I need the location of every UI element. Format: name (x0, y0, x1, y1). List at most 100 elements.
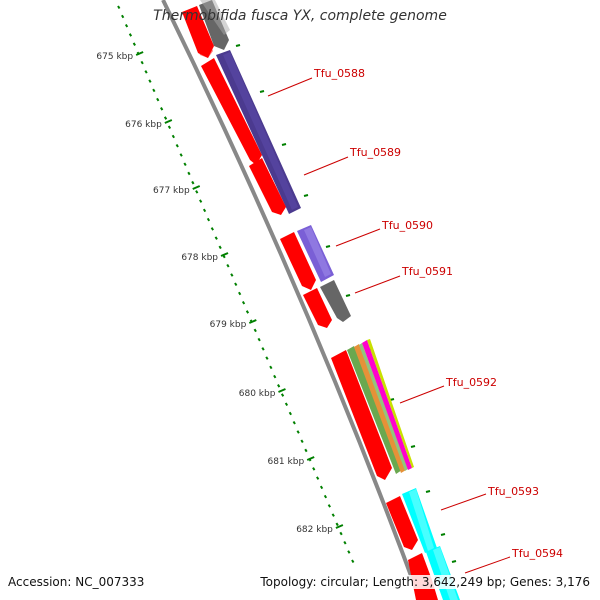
gene-feature-cds (182, 6, 214, 58)
ruler-tick-label: 677 kbp (153, 186, 190, 196)
ruler-minor-tick (327, 504, 331, 508)
gene-feature-cds (386, 496, 418, 550)
ruler-minor-tick (292, 420, 296, 425)
ruler-major-tick (164, 119, 173, 124)
ruler-minor-tick (163, 116, 168, 120)
ruler-minor-tick (144, 70, 148, 74)
ruler-minor-tick (183, 162, 187, 166)
ruler-minor-tick (128, 33, 133, 37)
gene-feature-domain-lime (367, 339, 414, 468)
gene-feature-cds (249, 158, 286, 215)
ruler-minor-tick (140, 60, 144, 65)
gene-label-tfu-0594: Tfu_0594 (511, 547, 563, 560)
ruler-minor-tick (323, 494, 328, 499)
minor-ticks (117, 5, 355, 564)
ruler-minor-tick (280, 393, 285, 397)
ruler-minor-tick (296, 430, 300, 434)
ruler-minor-tick (253, 328, 257, 333)
ruler-tick-label: 678 kbp (181, 253, 218, 263)
ruler-major-tick (306, 456, 315, 461)
gene-leaders (267, 77, 511, 574)
gene-label-tfu-0590: Tfu_0590 (381, 219, 433, 232)
ruler-major-tick (335, 524, 344, 529)
ruler-minor-tick (230, 273, 234, 277)
ruler-minor-tick (265, 356, 269, 360)
ruler-tick-label: 682 kbp (296, 525, 333, 535)
ruler-minor-tick (304, 448, 308, 453)
ruler-minor-tick (226, 264, 230, 268)
ruler-minor-tick (191, 180, 195, 185)
ruler-minor-tick (284, 402, 289, 407)
ruler-minor-tick (206, 217, 211, 222)
ruler-minor-tick (245, 310, 250, 314)
gene-feature-cds (201, 58, 262, 165)
gene-label-tfu-0593: Tfu_0593 (487, 485, 539, 498)
ruler-minor-tick (218, 245, 222, 250)
ruler-minor-tick (234, 282, 238, 287)
ruler-minor-tick (343, 541, 347, 545)
ruler-minor-tick (312, 467, 316, 471)
gene-feature-cds (280, 232, 316, 290)
ruler-minor-tick (339, 531, 343, 536)
ruler-minor-tick (202, 208, 207, 213)
gene-feature-domain-green (347, 346, 402, 474)
ruler-minor-tick (124, 23, 129, 28)
ruler-minor-tick (179, 153, 183, 157)
ruler-minor-tick (319, 485, 324, 490)
ruler-minor-tick (269, 365, 273, 370)
ruler-minor-tick (175, 143, 179, 148)
ruler-tick-label: 676 kbp (125, 120, 162, 130)
gene-label-tfu-0589: Tfu_0589 (349, 146, 401, 159)
ruler-minor-tick (351, 559, 355, 564)
ruler-minor-tick (199, 199, 203, 203)
ruler-minor-tick (238, 291, 242, 296)
ruler-minor-tick (331, 513, 335, 517)
ruler-minor-tick (261, 347, 265, 351)
ruler-major-tick (220, 252, 229, 257)
gene-feature-gray (199, 0, 229, 50)
ruler-minor-tick (257, 337, 261, 342)
ruler-minor-tick (117, 5, 121, 10)
gene-feature-gray (200, 0, 230, 35)
gene-leader-line (267, 77, 313, 97)
ruler-major-tick (248, 319, 257, 324)
gene-label-tfu-0592: Tfu_0592 (445, 376, 497, 389)
ruler-major-tick (278, 388, 286, 393)
ruler-tick-label: 675 kbp (96, 52, 133, 62)
gene-labels: Tfu_0588 Tfu_0589 Tfu_0590 Tfu_0591 Tfu_… (313, 67, 563, 560)
ruler-minor-tick (167, 125, 172, 130)
gene-feature-domain-magenta (362, 340, 412, 470)
gene-leader-line (303, 156, 349, 176)
gene-feature-domain-green2 (359, 343, 408, 471)
gene-features (182, 0, 460, 600)
ruler-minor-tick (132, 42, 136, 46)
ruler-tick-label: 681 kbp (267, 457, 304, 467)
ruler-minor-tick (241, 300, 246, 305)
ruler-minor-tick (214, 236, 218, 240)
ruler-minor-tick (160, 107, 164, 111)
gene-feature-protein-light (223, 52, 298, 210)
ruler-minor-tick (288, 411, 292, 416)
accession-label: Accession: NC_007333 (8, 575, 145, 589)
gene-feature-cyan-light (409, 489, 434, 551)
gene-leader-line (399, 385, 445, 404)
ruler-minor-tick (316, 476, 320, 480)
ruler-major-tick (135, 51, 144, 56)
ruler-minor-tick (347, 550, 351, 554)
genome-summary: Topology: circular; Length: 3,642,249 bp… (260, 575, 590, 589)
ruler-minor-tick (277, 384, 281, 388)
ruler-minor-tick (121, 14, 125, 19)
ruler-minor-tick (335, 522, 339, 527)
gene-feature-cds (331, 350, 392, 480)
ruler-minor-tick (300, 439, 304, 443)
gene-label-tfu-0588: Tfu_0588 (313, 67, 365, 80)
outer-track-ticks (235, 44, 457, 563)
ruler-minor-tick (210, 227, 214, 231)
ruler-major-tick (192, 185, 201, 190)
ruler-minor-tick (171, 134, 175, 139)
major-ticks: 675 kbp 676 kbp 677 kbp 678 kbp 679 kbp 680 k… (96, 51, 344, 535)
gene-feature-cds (303, 288, 332, 328)
gene-leader-line (335, 228, 381, 247)
gene-feature-protein-light (304, 227, 331, 277)
